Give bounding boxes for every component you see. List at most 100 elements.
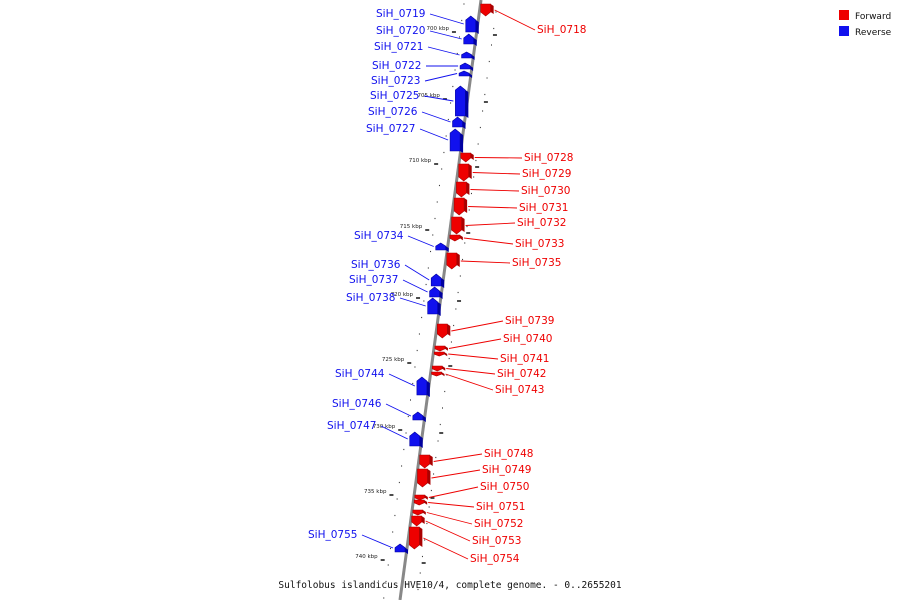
kbp-label: 710 kbp [409, 158, 432, 164]
gene-label: SiH_0721 [374, 41, 423, 53]
gene-label: SiH_0754 [470, 553, 520, 565]
gene-leader [460, 260, 511, 264]
gene-label: SiH_0740 [503, 333, 552, 345]
gene-leader [433, 453, 483, 462]
gene-leader [446, 368, 496, 375]
gene-label: SiH_0743 [495, 384, 544, 396]
gene-sih_0744-feature [416, 376, 430, 397]
gene-sih_0729-feature [458, 163, 472, 182]
gene-labels: SiH_0718 SiH_0719 SiH_0720 SiH_0721 SiH_0722… [308, 8, 586, 565]
gene-sih_0719-feature [465, 15, 479, 34]
kbp-label: 725 kbp [382, 357, 405, 363]
gene-sih_0748-feature [419, 454, 433, 469]
gene-sih_0743-feature [431, 371, 445, 377]
gene-sih_0725-feature [455, 85, 469, 118]
gene-leader [472, 172, 521, 175]
gene-features [394, 3, 494, 554]
kbp-label: 720 kbp [391, 292, 414, 298]
gene-label: SiH_0753 [472, 535, 521, 547]
gene-label: SiH_0718 [537, 24, 586, 36]
gene-sih_0752-feature [412, 509, 426, 516]
kbp-label: 740 kbp [355, 554, 378, 560]
gene-sih_0727-feature [449, 128, 464, 153]
gene-label: SiH_0741 [500, 353, 549, 365]
gene-leader [407, 235, 434, 247]
gene-sih_0741-feature [433, 351, 448, 357]
legend-swatch-forward [839, 10, 849, 20]
kbp-label: 715 kbp [400, 224, 423, 230]
gene-sih_0747-feature [409, 431, 423, 448]
gene-label: SiH_0755 [308, 529, 357, 541]
gene-sih_0730-feature [456, 181, 470, 198]
gene-leader [426, 512, 473, 525]
gene-leader [445, 373, 494, 391]
gene-label: SiH_0722 [372, 60, 421, 72]
gene-label: SiH_0747 [327, 420, 376, 432]
gene-leader [388, 373, 416, 387]
gene-leader [423, 537, 469, 560]
gene-label: SiH_0750 [480, 481, 529, 493]
genome-caption: Sulfolobus islandicus HVE10/4, complete … [278, 580, 621, 591]
gene-label: SiH_0749 [482, 464, 531, 476]
gene-sih_0749-feature [417, 468, 431, 488]
gene-leader [451, 320, 504, 332]
gene-label: SiH_0726 [368, 106, 418, 118]
gene-leader [428, 486, 479, 498]
gene-label: SiH_0751 [476, 501, 525, 513]
gene-leader [468, 206, 518, 209]
gene-label: SiH_0742 [497, 368, 546, 380]
gene-leader [402, 279, 428, 293]
gene-sih_0734-feature [435, 242, 449, 252]
gene-sih_0751-feature [413, 499, 428, 506]
gene-label: SiH_0748 [484, 448, 533, 460]
gene-leader [419, 128, 449, 141]
gene-leader [448, 338, 502, 349]
minor-ticks [383, 3, 497, 599]
gene-sih_0738-feature [427, 297, 441, 316]
gene-label: SiH_0728 [524, 152, 573, 164]
gene-sih_0740-feature [434, 345, 448, 352]
legend-swatch-reverse [839, 26, 849, 36]
legend: Forward Reverse [839, 10, 892, 38]
gene-label: SiH_0738 [346, 292, 395, 304]
legend-label-reverse: Reverse [855, 28, 892, 38]
gene-sih_0746-feature [412, 411, 426, 422]
gene-sih_0755-feature [394, 543, 409, 554]
gene-leader [425, 520, 471, 542]
gene-label: SiH_0727 [366, 123, 415, 135]
gene-leader [470, 189, 520, 192]
gene-sih_0718-feature [480, 3, 494, 17]
gene-leader [431, 469, 481, 479]
gene-label: SiH_0732 [517, 217, 566, 229]
gene-sih_0733-feature [449, 234, 463, 242]
gene-label: SiH_0736 [351, 259, 401, 271]
gene-label: SiH_0723 [371, 75, 420, 87]
gene-label: SiH_0752 [474, 518, 523, 530]
gene-label: SiH_0739 [505, 315, 554, 327]
gene-sih_0723-feature [458, 70, 473, 78]
gene-label: SiH_0720 [376, 25, 425, 37]
gene-label: SiH_0735 [512, 257, 561, 269]
gene-label: SiH_0737 [349, 274, 398, 286]
gene-sih_0726-feature [452, 116, 466, 129]
gene-sih_0736-feature [430, 273, 445, 288]
gene-leader [474, 157, 523, 159]
gene-leader [399, 297, 426, 307]
gene-sih_0728-feature [460, 152, 474, 163]
gene-label: SiH_0730 [521, 185, 570, 197]
gene-leader [361, 534, 394, 549]
kbp-ticks: 700 kbp 705 kbp 710 kbp 715 kbp 720 kbp 725 k… [355, 26, 497, 564]
gene-sih_0750-feature [414, 494, 428, 501]
gene-sih_0742-feature [431, 365, 446, 372]
gene-label: SiH_0746 [332, 398, 382, 410]
gene-sih_0721-feature [461, 51, 475, 60]
gene-sih_0735-feature [446, 252, 460, 270]
kbp-label: 705 kbp [417, 93, 440, 99]
gene-leader [421, 111, 451, 123]
gene-leader [424, 73, 458, 82]
gene-label: SiH_0744 [335, 368, 385, 380]
gene-leader [429, 30, 462, 40]
gene-label: SiH_0725 [370, 90, 419, 102]
gene-leader [465, 222, 516, 226]
